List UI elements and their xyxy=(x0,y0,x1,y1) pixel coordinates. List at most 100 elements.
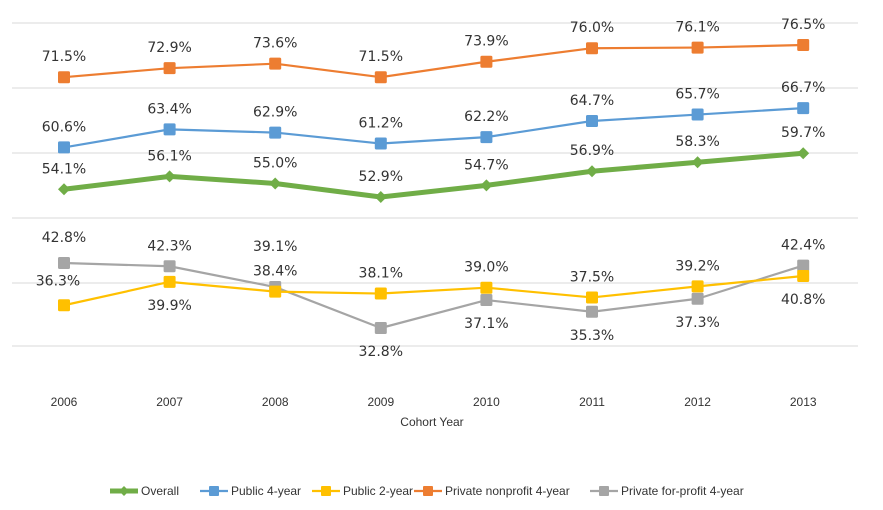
data-label-public-4-year: 64.7% xyxy=(570,93,614,109)
data-point-public-2-year xyxy=(586,291,598,304)
data-point-public-2-year xyxy=(797,270,810,282)
data-point-private-for-profit-4-year xyxy=(374,322,387,334)
data-point-private-nonprofit-4-year xyxy=(586,42,598,55)
legend-item-overall: Overall xyxy=(110,484,179,498)
data-point-private-nonprofit-4-year xyxy=(480,55,493,68)
data-label-public-2-year: 37.5% xyxy=(570,269,614,285)
data-point-public-2-year xyxy=(163,275,176,288)
data-point-overall xyxy=(374,191,387,203)
data-point-overall xyxy=(58,183,70,196)
legend-label: Public 2-year xyxy=(343,484,413,498)
x-tick-label: 2009 xyxy=(367,395,394,409)
data-point-private-for-profit-4-year xyxy=(163,260,176,273)
series-line-public-4-year xyxy=(62,107,805,149)
series-line-private-nonprofit-4-year xyxy=(62,43,805,79)
x-tick-label: 2008 xyxy=(262,395,289,409)
data-point-overall xyxy=(163,170,176,183)
data-label-private-for-profit-4-year: 42.8% xyxy=(42,230,86,246)
gridlines xyxy=(12,22,858,347)
data-label-overall: 52.9% xyxy=(359,169,403,185)
data-point-private-for-profit-4-year xyxy=(58,257,70,269)
data-label-private-nonprofit-4-year: 72.9% xyxy=(147,40,191,56)
legend-label: Public 4-year xyxy=(231,484,301,498)
data-label-private-nonprofit-4-year: 73.9% xyxy=(464,34,508,50)
series-lines xyxy=(61,43,806,330)
data-point-public-4-year xyxy=(480,131,493,144)
data-label-private-for-profit-4-year: 42.3% xyxy=(147,238,191,254)
data-label-public-2-year: 38.1% xyxy=(359,266,403,282)
data-label-private-nonprofit-4-year: 73.6% xyxy=(253,36,297,52)
legend-marker xyxy=(321,486,331,496)
legend-marker xyxy=(423,486,433,496)
data-label-private-nonprofit-4-year: 71.5% xyxy=(42,49,86,65)
data-label-private-nonprofit-4-year: 71.5% xyxy=(359,49,403,65)
data-point-public-4-year xyxy=(269,126,282,139)
data-point-overall xyxy=(797,147,810,160)
data-label-private-nonprofit-4-year: 76.5% xyxy=(781,17,825,33)
legend-marker xyxy=(599,486,609,496)
series-line-public-2-year xyxy=(62,274,805,307)
data-point-public-2-year xyxy=(58,299,70,312)
data-label-public-2-year: 36.3% xyxy=(36,273,80,289)
data-label-overall: 54.1% xyxy=(42,161,86,177)
data-label-private-for-profit-4-year: 39.1% xyxy=(253,239,297,255)
legend: Overall Public 4-year Public 2-year Private… xyxy=(110,484,744,498)
data-label-private-nonprofit-4-year: 76.0% xyxy=(570,20,614,36)
data-label-public-4-year: 63.4% xyxy=(147,101,191,117)
legend-label: Private for-profit 4-year xyxy=(621,484,744,498)
series-line-overall xyxy=(61,150,806,200)
legend-marker xyxy=(209,486,219,496)
data-point-public-4-year xyxy=(58,141,70,154)
data-point-private-nonprofit-4-year xyxy=(58,71,70,84)
data-point-public-4-year xyxy=(586,115,598,127)
data-label-public-2-year: 40.8% xyxy=(781,292,825,308)
data-point-overall xyxy=(691,156,704,169)
data-label-public-2-year: 39.9% xyxy=(147,298,191,314)
data-label-public-4-year: 61.2% xyxy=(359,116,403,132)
data-labels: 54.1% 56.1% 55.0% 52.9% 54.7% 56.9% 58.3% 59.7%… xyxy=(36,17,826,360)
data-point-overall xyxy=(269,177,282,190)
data-label-private-nonprofit-4-year: 76.1% xyxy=(675,20,719,36)
x-tick-label: 2012 xyxy=(684,395,711,409)
data-label-overall: 54.7% xyxy=(464,157,508,173)
data-point-private-for-profit-4-year xyxy=(480,294,493,307)
data-label-overall: 58.3% xyxy=(675,134,719,150)
series-line-private-for-profit-4-year xyxy=(62,261,805,330)
data-label-private-for-profit-4-year: 37.1% xyxy=(464,316,508,332)
x-tick-label: 2013 xyxy=(790,395,817,409)
data-point-private-nonprofit-4-year xyxy=(797,39,810,51)
data-label-overall: 56.9% xyxy=(570,143,614,159)
data-point-private-nonprofit-4-year xyxy=(269,57,282,70)
x-tick-label: 2010 xyxy=(473,395,500,409)
data-label-public-2-year: 38.4% xyxy=(253,264,297,280)
legend-item-private-nonprofit-4-year: Private nonprofit 4-year xyxy=(414,484,570,498)
data-point-public-4-year xyxy=(374,137,387,150)
data-label-public-4-year: 66.7% xyxy=(781,80,825,96)
data-point-private-for-profit-4-year xyxy=(797,259,810,272)
legend-item-public-4-year: Public 4-year xyxy=(200,484,301,498)
data-label-overall: 56.1% xyxy=(147,148,191,164)
data-point-private-for-profit-4-year xyxy=(586,305,598,318)
data-point-public-2-year xyxy=(374,287,387,300)
legend-item-public-2-year: Public 2-year xyxy=(312,484,413,498)
data-label-private-for-profit-4-year: 37.3% xyxy=(675,315,719,331)
data-label-public-4-year: 65.7% xyxy=(675,87,719,103)
x-axis-tick-labels: 2006 2007 2008 2009 2010 2011 2012 2013 xyxy=(51,395,817,409)
data-point-overall xyxy=(586,165,598,178)
data-label-overall: 55.0% xyxy=(253,155,297,171)
data-label-private-for-profit-4-year: 35.3% xyxy=(570,328,614,344)
x-tick-label: 2006 xyxy=(51,395,78,409)
data-point-public-2-year xyxy=(480,281,493,294)
legend-label: Overall xyxy=(141,484,179,498)
data-label-overall: 59.7% xyxy=(781,125,825,141)
data-point-public-4-year xyxy=(797,102,810,115)
x-tick-label: 2007 xyxy=(156,395,183,409)
x-axis-title: Cohort Year xyxy=(400,415,463,429)
legend-marker xyxy=(119,486,129,496)
series-markers xyxy=(58,39,810,334)
data-point-overall xyxy=(480,179,493,192)
data-point-public-2-year xyxy=(691,280,704,293)
data-label-public-4-year: 62.9% xyxy=(253,105,297,121)
data-label-public-2-year: 39.0% xyxy=(464,260,508,276)
data-point-public-2-year xyxy=(269,285,282,298)
